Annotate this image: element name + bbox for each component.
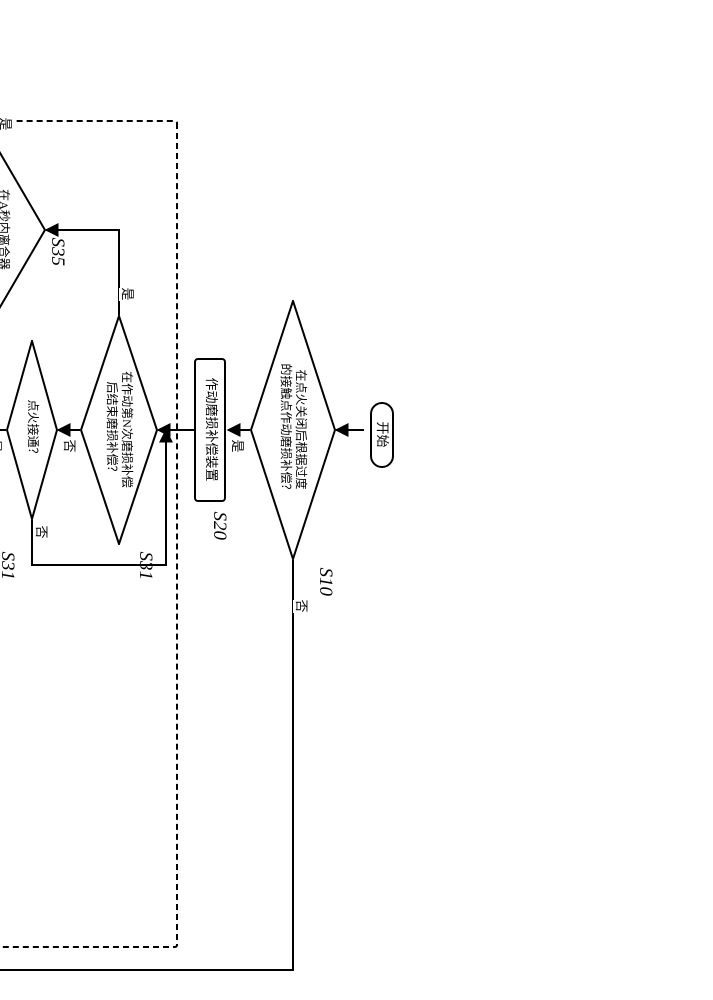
terminal-start-label: 开始: [374, 422, 390, 448]
decision-s31b-label: 点火接通？: [7, 340, 59, 520]
decision-s35-label: 在A秒内离合器 位置 = 0 mm？: [0, 145, 47, 315]
edge-s35-yes: 是: [0, 118, 17, 131]
edge-s31a-no: 否: [62, 440, 81, 453]
process-s20-label: 作动磨损补偿装置: [202, 377, 218, 481]
edge-s10-yes: 是: [230, 440, 249, 453]
edge-s31b-no: 否: [34, 526, 53, 539]
process-s20: 作动磨损补偿装置: [195, 358, 227, 502]
tag-s35: S35: [47, 238, 69, 267]
decision-s31a-label: 在作动第N次磨损补偿 后结束磨损补偿？: [81, 315, 159, 545]
tag-s20: S20: [209, 512, 231, 541]
edge-s31b-yes: 是: [0, 440, 7, 453]
edge-s10-no: 否: [294, 600, 313, 613]
tag-s10: S10: [315, 568, 337, 597]
tag-s31b: S31: [0, 552, 19, 581]
terminal-start: 开始: [370, 402, 394, 468]
decision-s31b: 点火接通？: [7, 340, 59, 520]
decision-s10: 在点火关闭后根据过度 的接触点作动磨损补偿？: [251, 300, 337, 560]
decision-s31a: 在作动第N次磨损补偿 后结束磨损补偿？: [81, 315, 159, 545]
edge-s31a-yes: 是: [120, 288, 139, 301]
decision-s10-label: 在点火关闭后根据过度 的接触点作动磨损补偿？: [251, 300, 337, 560]
decision-s35: 在A秒内离合器 位置 = 0 mm？: [0, 145, 47, 315]
tag-s31a: S31: [135, 552, 157, 581]
